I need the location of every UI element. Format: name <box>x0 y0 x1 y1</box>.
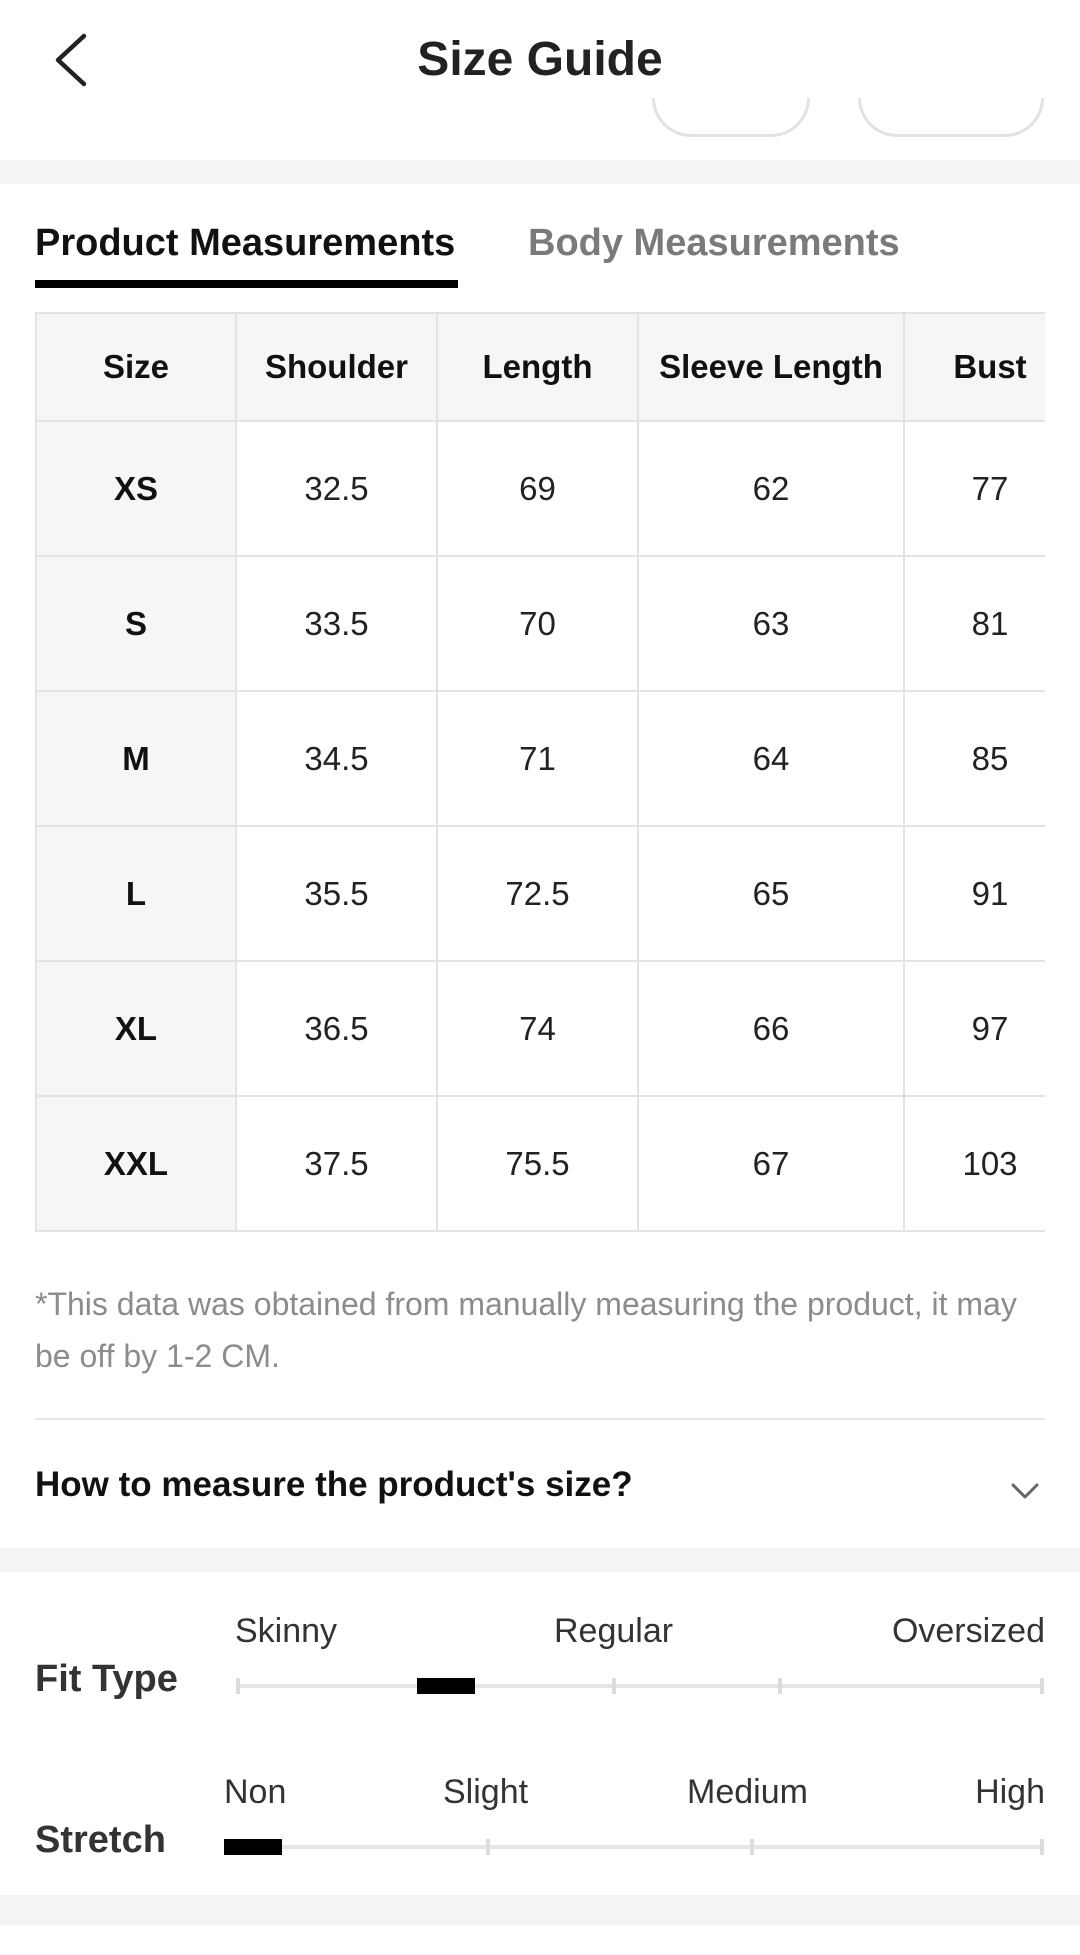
table-cell: 97 <box>903 960 1045 1097</box>
active-tab-indicator <box>35 280 458 288</box>
scale-label: Oversized <box>891 1612 1045 1650</box>
fit-type-marker <box>417 1678 475 1694</box>
table-cell: 74 <box>436 960 639 1097</box>
scale-label: Medium <box>687 1773 808 1811</box>
table-row: L 35.5 72.5 65 91 <box>35 825 1045 962</box>
table-cell: 103 <box>903 1095 1045 1232</box>
stretch-track <box>224 1845 1044 1849</box>
track-tick <box>1040 1839 1044 1855</box>
column-header: Sleeve Length <box>637 312 905 422</box>
track-tick <box>236 1678 240 1694</box>
table-cell: 71 <box>436 690 639 827</box>
track-tick <box>778 1678 782 1694</box>
scale-label: Slight <box>443 1773 529 1811</box>
accordion-label: How to measure the product's size? <box>35 1465 633 1504</box>
table-cell: 72.5 <box>436 825 639 962</box>
fit-type-label: Fit Type <box>35 1658 178 1700</box>
header-bar: Size Guide <box>0 0 1080 118</box>
table-cell: 33.5 <box>235 555 438 692</box>
track-tick <box>750 1839 754 1855</box>
table-cell: 35.5 <box>235 825 438 962</box>
scale-label: Regular <box>554 1612 674 1650</box>
how-to-measure-accordion[interactable]: How to measure the product's size? <box>35 1455 1045 1535</box>
table-cell: 62 <box>637 420 905 557</box>
scale-label: Skinny <box>235 1612 338 1650</box>
size-cell: XXL <box>35 1095 237 1232</box>
page-title: Size Guide <box>417 33 663 86</box>
track-tick <box>1040 1678 1044 1694</box>
table-row: XL 36.5 74 66 97 <box>35 960 1045 1097</box>
size-table-scroll[interactable]: Size Shoulder Length Sleeve Length Bust … <box>35 312 1045 1232</box>
size-cell: M <box>35 690 237 827</box>
tab-label: Body Measurements <box>528 222 900 264</box>
table-cell: 85 <box>903 690 1045 827</box>
table-cell: 69 <box>436 420 639 557</box>
column-header: Size <box>35 312 237 422</box>
table-row: M 34.5 71 64 85 <box>35 690 1045 827</box>
tab-product-measurements[interactable]: Product Measurements <box>35 222 458 288</box>
table-cell: 77 <box>903 420 1045 557</box>
section-divider <box>0 1548 1080 1572</box>
table-cell: 32.5 <box>235 420 438 557</box>
table-cell: 63 <box>637 555 905 692</box>
scale-label: Non <box>224 1773 287 1811</box>
column-header: Bust <box>903 312 1045 422</box>
column-header: Length <box>436 312 639 422</box>
table-cell: 81 <box>903 555 1045 692</box>
chevron-down-icon <box>1011 1483 1039 1499</box>
size-unit-pill-partial[interactable] <box>652 98 810 137</box>
stretch-marker <box>224 1839 282 1855</box>
table-cell: 65 <box>637 825 905 962</box>
size-cell: XL <box>35 960 237 1097</box>
table-row: S 33.5 70 63 81 <box>35 555 1045 692</box>
stretch-label: Stretch <box>35 1819 166 1861</box>
divider <box>35 1418 1045 1420</box>
table-cell: 70 <box>436 555 639 692</box>
back-button[interactable] <box>48 28 96 92</box>
table-cell: 91 <box>903 825 1045 962</box>
table-header-row: Size Shoulder Length Sleeve Length Bust <box>35 312 1045 422</box>
table-cell: 66 <box>637 960 905 1097</box>
chevron-left-icon <box>55 33 87 87</box>
tab-body-measurements[interactable]: Body Measurements <box>528 222 900 265</box>
column-header: Shoulder <box>235 312 438 422</box>
table-row: XXL 37.5 75.5 67 103 <box>35 1095 1045 1232</box>
size-cell: XS <box>35 420 237 557</box>
size-table: Size Shoulder Length Sleeve Length Bust … <box>35 312 1045 1232</box>
table-cell: 36.5 <box>235 960 438 1097</box>
size-cell: S <box>35 555 237 692</box>
track-tick <box>612 1678 616 1694</box>
table-cell: 67 <box>637 1095 905 1232</box>
table-cell: 37.5 <box>235 1095 438 1232</box>
table-cell: 75.5 <box>436 1095 639 1232</box>
table-row: XS 32.5 69 62 77 <box>35 420 1045 557</box>
section-divider <box>0 160 1080 184</box>
table-cell: 64 <box>637 690 905 827</box>
tab-label: Product Measurements <box>35 222 456 264</box>
section-divider <box>0 1895 1080 1925</box>
measurement-disclaimer: *This data was obtained from manually me… <box>35 1286 1017 1374</box>
table-cell: 34.5 <box>235 690 438 827</box>
track-tick <box>486 1839 490 1855</box>
size-unit-pill-partial[interactable] <box>858 98 1044 137</box>
scale-label: High <box>975 1773 1045 1811</box>
size-cell: L <box>35 825 237 962</box>
fit-type-track <box>236 1684 1044 1688</box>
